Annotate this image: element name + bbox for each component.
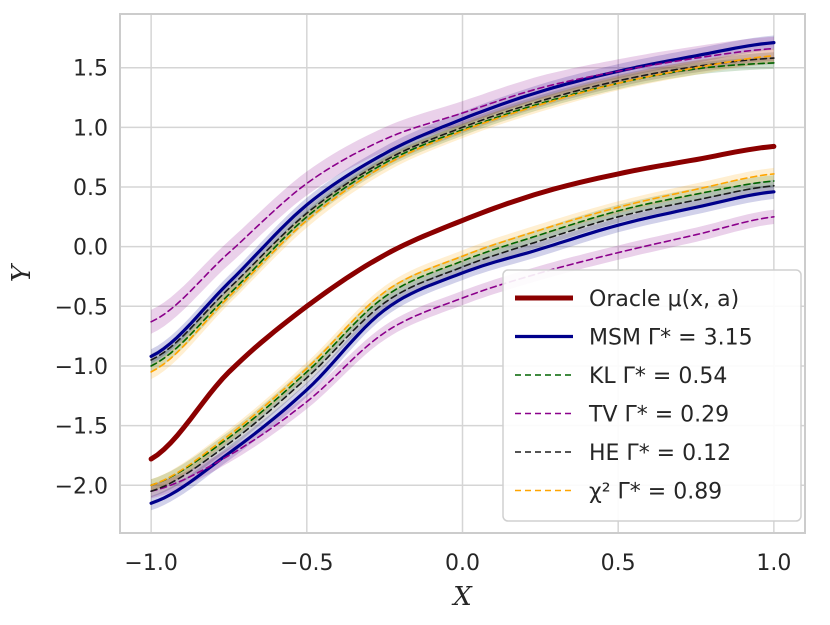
x-tick-label: −0.5 [280, 551, 333, 576]
y-tick-label: −0.5 [55, 295, 108, 320]
legend-label: χ² Γ* = 0.89 [589, 480, 722, 505]
x-tick-labels: −1.0 −0.5 0.0 0.5 1.0 [124, 551, 791, 576]
y-tick-labels: −2.0 −1.5 −1.0 −0.5 0.0 0.5 1.0 1.5 [55, 57, 108, 500]
y-tick-label: 0.5 [73, 176, 108, 201]
y-tick-label: −1.0 [55, 355, 108, 380]
series-line [150, 180, 775, 487]
x-tick-label: 1.0 [756, 551, 791, 576]
y-tick-label: 0.0 [73, 236, 108, 261]
legend: Oracle μ(x, a) MSM Γ* = 3.15 KL Γ* = 0.54 T… [502, 269, 802, 522]
legend-label: TV Γ* = 0.29 [588, 403, 729, 428]
series-lines [148, 41, 777, 505]
legend-label: HE Γ* = 0.12 [589, 441, 731, 466]
legend-box [502, 269, 802, 522]
y-tick-label: −2.0 [55, 474, 108, 499]
series-line [149, 41, 776, 358]
series-line [148, 143, 777, 462]
y-tick-label: 1.5 [73, 57, 108, 82]
x-tick-label: 0.5 [601, 551, 636, 576]
series-line [150, 216, 775, 492]
series-line [150, 57, 775, 361]
plot-frame [119, 13, 806, 534]
y-tick-label: 1.0 [73, 116, 108, 141]
series-line [150, 185, 775, 492]
x-axis-label: X [451, 582, 473, 612]
series-line [150, 47, 775, 323]
series-line [150, 55, 775, 373]
legend-label: KL Γ* = 0.54 [589, 364, 727, 389]
series-line [150, 173, 775, 487]
series-line [149, 190, 776, 505]
x-tick-label: −1.0 [124, 551, 177, 576]
legend-label: Oracle μ(x, a) [589, 287, 739, 312]
y-axis-label: Y [7, 262, 37, 282]
confidence-band [151, 209, 774, 499]
y-tick-label: −1.5 [55, 415, 108, 440]
x-tick-label: 0.0 [445, 551, 480, 576]
legend-label: MSM Γ* = 3.15 [589, 326, 753, 351]
